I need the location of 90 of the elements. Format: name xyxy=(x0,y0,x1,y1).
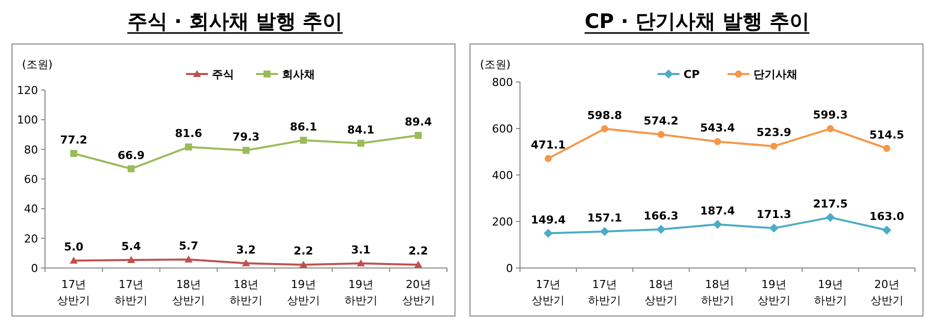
point xyxy=(883,144,890,152)
legend-label: 단기사채 xyxy=(754,68,798,81)
legend-label: 주식 xyxy=(212,68,234,81)
data-label: 599.3 xyxy=(812,108,848,122)
point xyxy=(300,136,307,144)
data-label: 2.2 xyxy=(408,244,428,258)
y-tick-label: 600 xyxy=(492,122,513,136)
point xyxy=(299,260,308,268)
y-tick-label: 20 xyxy=(24,232,38,246)
data-label: 523.9 xyxy=(756,126,792,140)
y-tick-label: 800 xyxy=(492,76,513,89)
point xyxy=(70,150,78,157)
y-tick-label: 400 xyxy=(492,169,513,182)
x-tick-label: 17년 상반기 xyxy=(532,278,565,307)
chart-title: CP · 단기사채 발행 추이 xyxy=(584,9,810,33)
y-tick-label: 60 xyxy=(24,173,38,186)
y-axis-title: (조원) xyxy=(480,58,511,71)
x-tick-label: 19년 상반기 xyxy=(757,278,790,307)
data-label: 217.5 xyxy=(812,197,848,210)
point xyxy=(826,212,835,222)
point xyxy=(414,260,422,268)
point xyxy=(185,143,192,150)
point xyxy=(414,132,422,139)
point xyxy=(128,165,135,172)
x-tick-label: 19년 하반기 xyxy=(814,278,847,307)
y-tick-label: 0 xyxy=(31,262,38,275)
point xyxy=(184,256,193,263)
data-label: 66.9 xyxy=(118,148,145,162)
point xyxy=(242,259,250,266)
y-tick-label: 120 xyxy=(17,84,38,97)
x-tick-label: 19년 하반기 xyxy=(344,278,378,307)
x-tick-label: 18년 하반기 xyxy=(230,278,262,307)
point xyxy=(658,131,665,138)
data-label: 5.7 xyxy=(178,240,198,253)
data-label: 187.4 xyxy=(700,204,736,218)
point xyxy=(882,226,892,235)
point xyxy=(356,259,365,266)
data-label: 77.2 xyxy=(60,133,88,146)
point xyxy=(70,256,78,264)
y-tick-label: 40 xyxy=(24,202,38,216)
point xyxy=(826,125,834,132)
y-axis-title: (조원) xyxy=(22,58,53,71)
data-label: 5.0 xyxy=(64,240,84,254)
x-tick-label: 19년 상반기 xyxy=(286,278,320,307)
point xyxy=(601,125,608,132)
y-tick-label: 80 xyxy=(24,143,38,156)
point xyxy=(242,146,250,154)
data-label: 2.2 xyxy=(294,244,314,258)
y-tick-label: 100 xyxy=(17,114,38,127)
point xyxy=(544,154,552,162)
data-label: 574.2 xyxy=(644,114,678,128)
x-tick-label: 17년 하반기 xyxy=(588,278,622,307)
data-label: 5.4 xyxy=(121,240,142,253)
data-label: 166.3 xyxy=(644,209,678,222)
data-label: 598.8 xyxy=(587,108,622,122)
data-label: 163.0 xyxy=(869,210,905,224)
data-label: 84.1 xyxy=(347,123,374,136)
y-tick-label: 0 xyxy=(506,262,513,275)
data-label: 86.1 xyxy=(290,120,317,134)
x-tick-label: 20년 상반기 xyxy=(402,278,435,307)
point xyxy=(656,224,666,234)
point xyxy=(714,138,721,146)
point xyxy=(544,228,553,238)
data-label: 79.3 xyxy=(232,130,260,144)
point xyxy=(357,140,364,147)
data-label: 89.4 xyxy=(404,115,432,128)
y-tick-label: 200 xyxy=(492,216,513,228)
point xyxy=(769,224,778,233)
point xyxy=(127,256,136,263)
x-tick-label: 18년 상반기 xyxy=(172,278,206,307)
data-label: 149.4 xyxy=(530,213,566,226)
point xyxy=(713,220,722,229)
x-tick-label: 20년 상반기 xyxy=(870,278,904,307)
point xyxy=(600,226,610,236)
x-tick-label: 18년 상반기 xyxy=(644,278,678,307)
chart-title: 주식 · 회사채 발행 추이 xyxy=(127,9,343,33)
legend-label: CP xyxy=(684,68,700,81)
point xyxy=(770,142,778,150)
legend-label: 회사채 xyxy=(282,68,315,81)
data-label: 514.5 xyxy=(869,128,904,142)
x-tick-label: 18년 하반기 xyxy=(701,278,734,307)
data-label: 471.1 xyxy=(530,138,566,152)
data-label: 3.1 xyxy=(351,243,371,256)
data-label: 543.4 xyxy=(700,122,736,135)
x-tick-label: 17년 상반기 xyxy=(57,278,90,307)
x-tick-label: 17년 하반기 xyxy=(114,278,148,307)
data-label: 171.3 xyxy=(756,208,792,222)
data-label: 157.1 xyxy=(587,211,622,224)
data-label: 81.6 xyxy=(175,126,202,140)
data-label: 3.2 xyxy=(236,243,256,256)
